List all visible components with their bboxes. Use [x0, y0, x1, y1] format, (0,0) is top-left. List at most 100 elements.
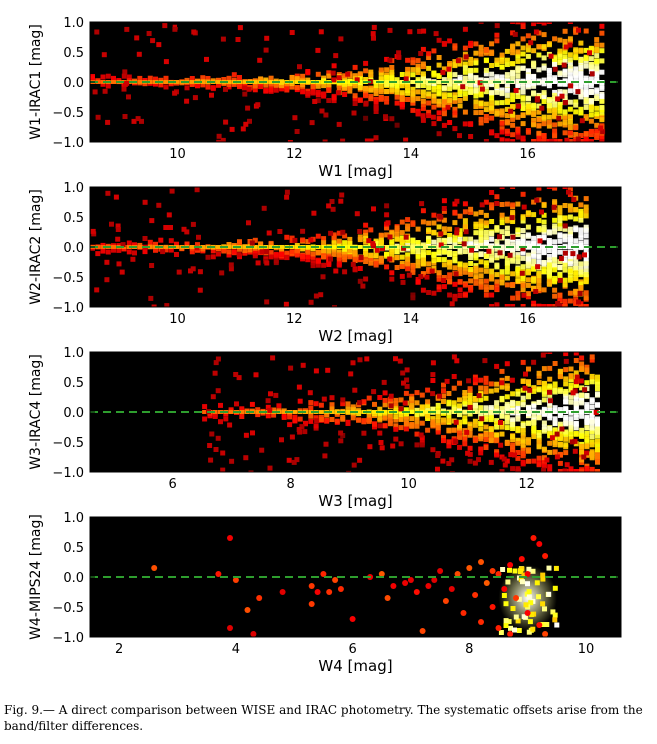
outlier-cell [513, 88, 519, 93]
density-cell [313, 423, 319, 429]
density-cell [308, 418, 314, 424]
density-cell [536, 22, 542, 24]
density-cell [557, 105, 563, 111]
outlier-cell [383, 114, 388, 120]
density-cell [478, 273, 484, 279]
density-cell [494, 110, 500, 116]
density-cell [552, 89, 558, 95]
density-cell [153, 81, 158, 87]
density-cell [499, 110, 505, 116]
density-cell [384, 251, 390, 257]
dense-cell [546, 565, 552, 571]
density-cell [578, 208, 584, 214]
density-cell [431, 230, 437, 236]
density-cell [536, 430, 542, 435]
outlier-cell [326, 203, 332, 209]
outlier-cell [516, 103, 521, 109]
density-cell [583, 279, 589, 285]
density-cell [557, 411, 563, 417]
density-core [410, 80, 416, 84]
outlier-cell [479, 202, 485, 208]
density-cell [415, 70, 421, 75]
density-core [420, 80, 426, 84]
density-cell [499, 424, 505, 430]
density-cell [578, 217, 584, 223]
x-tick-label: 16 [519, 147, 536, 162]
outlier-cell [476, 457, 481, 463]
density-cell [504, 425, 510, 431]
density-cell [541, 248, 547, 254]
density-cell [389, 248, 395, 254]
outlier-cell [515, 134, 521, 140]
density-cell [447, 292, 453, 298]
density-cell [226, 82, 232, 88]
density-cell [414, 442, 420, 448]
density-cell [573, 288, 579, 294]
outlier-cell [445, 104, 451, 110]
density-cell [546, 108, 552, 114]
figure: 1.00.50.0−0.5−1.0 10 12 14 16 W1 [mag] W1-I… [28, 16, 622, 675]
data-point [542, 631, 549, 637]
density-cell [578, 232, 584, 238]
density-cell [536, 227, 542, 233]
outlier-cell [486, 248, 492, 254]
y-tick-label: 1.0 [63, 511, 84, 526]
outlier-cell [219, 270, 225, 276]
density-cell [499, 212, 505, 218]
density-core [174, 245, 179, 249]
outlier-cell [600, 129, 606, 135]
density-cell [468, 56, 474, 62]
density-cell [268, 84, 274, 90]
density-cell [389, 238, 395, 244]
density-cell [263, 82, 269, 88]
x-ticks: 10 12 14 16 [169, 22, 536, 162]
density-cell [562, 298, 568, 304]
density-cell [568, 387, 574, 393]
density-cell [478, 101, 484, 107]
density-cell [368, 87, 374, 93]
density-cell [329, 406, 335, 412]
outlier-cell [296, 384, 302, 390]
density-cell [410, 220, 416, 226]
outlier-cell [406, 272, 412, 278]
density-cell [441, 257, 447, 263]
density-cell [483, 118, 489, 124]
density-cell [394, 236, 400, 242]
density-core [489, 245, 495, 249]
density-cell [189, 249, 195, 255]
density-cell [425, 427, 431, 433]
density-cell [426, 250, 432, 256]
density-core [473, 245, 479, 249]
density-cell [483, 292, 489, 298]
density-cell [377, 395, 383, 400]
density-cell [520, 359, 526, 365]
density-cell [231, 249, 237, 255]
density-cell [525, 68, 531, 74]
density-cell [489, 41, 495, 47]
density-cell [472, 380, 478, 386]
outlier-cell [438, 242, 444, 248]
density-cell [452, 253, 458, 259]
outlier-cell [482, 358, 488, 364]
density-cell [483, 67, 489, 73]
density-cell [478, 450, 484, 456]
density-cell [579, 365, 585, 371]
outlier-cell [523, 371, 528, 377]
density-cell [578, 40, 584, 46]
density-cell [462, 292, 468, 298]
outlier-cell [229, 126, 235, 132]
density-cell [573, 238, 579, 244]
density-cell [557, 108, 563, 114]
density-cell [441, 239, 447, 245]
outlier-cell [350, 261, 356, 267]
y-axis-label: W4-MIPS24 [mag] [28, 514, 44, 640]
density-cell [531, 118, 537, 123]
density-cell [546, 22, 552, 24]
density-cell [568, 422, 574, 428]
outlier-cell [338, 438, 344, 444]
density-cell [547, 415, 553, 421]
x-tick-label: 10 [169, 147, 186, 162]
density-cell [252, 87, 258, 93]
density-cell [473, 50, 479, 56]
density-cell [499, 202, 505, 207]
